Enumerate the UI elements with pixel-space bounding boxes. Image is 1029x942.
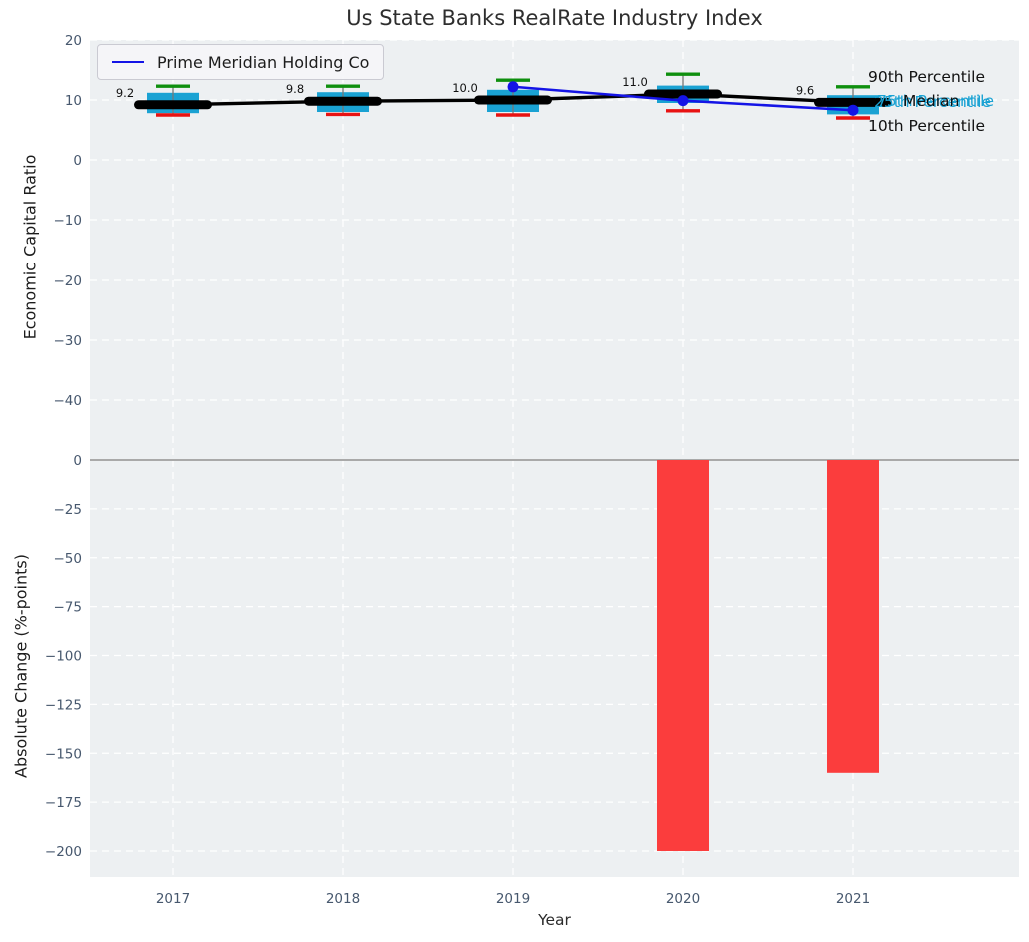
annotation-10th-percentile: 10th Percentile — [868, 117, 986, 135]
top-y-tick-10: 10 — [65, 93, 82, 109]
legend-label: Prime Meridian Holding Co — [157, 52, 370, 72]
annotation-25th-percentile: 25th Percentile — [874, 93, 992, 111]
x-axis-label: Year — [538, 911, 571, 929]
company-point-2021 — [847, 104, 859, 116]
bottom-plot-area — [90, 457, 1019, 877]
median-capsule-2019 — [474, 95, 552, 105]
annotation-90th-percentile: 90th Percentile — [868, 68, 986, 86]
bar-2020 — [657, 460, 709, 851]
bottom-y-tick-0: 0 — [73, 453, 82, 469]
median-value-label-2021: 9.6 — [796, 83, 814, 97]
top-y-tick--30: −30 — [54, 333, 83, 349]
bottom-y-tick--125: −125 — [45, 697, 82, 713]
company-point-2020 — [677, 95, 689, 107]
median-value-label-2019: 10.0 — [452, 81, 478, 95]
bottom-y-tick--100: −100 — [45, 649, 82, 665]
x-tick-2020: 2020 — [666, 891, 700, 907]
legend-line-sample — [112, 61, 144, 63]
median-capsule-2017 — [134, 100, 212, 110]
median-capsule-2018 — [304, 96, 382, 106]
median-capsule-2021 — [814, 97, 892, 107]
annotation-75th-percentile: 75th Percentile — [877, 92, 995, 110]
median-capsule-2020 — [644, 89, 722, 99]
bottom-y-tick--175: −175 — [45, 795, 82, 811]
top-y-tick--40: −40 — [54, 393, 83, 409]
x-tick-2018: 2018 — [326, 891, 360, 907]
top-y-tick-20: 20 — [65, 33, 82, 49]
bottom-y-tick--200: −200 — [45, 844, 82, 860]
median-value-label-2020: 11.0 — [622, 75, 648, 89]
bottom-y-tick--150: −150 — [45, 746, 82, 762]
median-value-label-2018: 9.8 — [286, 82, 304, 96]
top-y-tick--10: −10 — [54, 213, 83, 229]
x-tick-2017: 2017 — [156, 891, 190, 907]
annotation-median: Median — [903, 92, 960, 110]
legend: Prime Meridian Holding Co — [97, 44, 385, 80]
top-y-tick-0: 0 — [73, 153, 82, 169]
bar-2021 — [827, 460, 879, 773]
median-value-label-2017: 9.2 — [116, 86, 134, 100]
bottom-y-tick--50: −50 — [54, 551, 83, 567]
bottom-y-tick--75: −75 — [54, 600, 83, 616]
x-tick-2021: 2021 — [836, 891, 870, 907]
chart-title: Us State Banks RealRate Industry Index — [346, 6, 763, 30]
bottom-y-tick--25: −25 — [54, 502, 83, 518]
company-point-2019 — [507, 81, 519, 93]
x-tick-2019: 2019 — [496, 891, 530, 907]
top-y-tick--20: −20 — [54, 273, 83, 289]
